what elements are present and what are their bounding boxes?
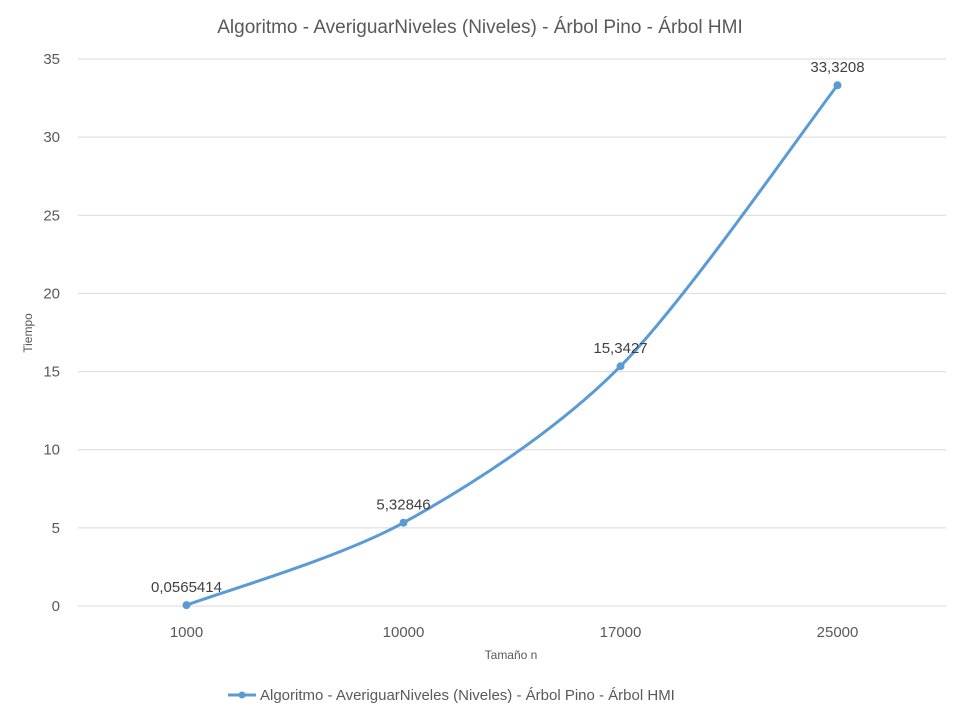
data-label: 15,3427 — [593, 340, 647, 357]
x-tick-label: 10000 — [383, 624, 425, 641]
y-tick-label: 20 — [43, 285, 60, 302]
x-tick-label: 17000 — [600, 624, 642, 641]
y-axis-label: Tiempo — [21, 313, 35, 353]
data-point — [399, 518, 408, 527]
x-tick-label: 25000 — [817, 624, 859, 641]
data-labels: 0,0565414 5,32846 15,3427 33,3208 — [151, 59, 865, 596]
legend-marker-icon — [238, 691, 246, 699]
y-tick-label: 10 — [43, 442, 60, 459]
data-label: 0,0565414 — [151, 579, 222, 596]
data-point — [182, 601, 191, 610]
data-point — [616, 362, 625, 371]
x-axis-ticks: 1000 10000 17000 25000 — [170, 624, 859, 641]
y-tick-label: 15 — [43, 364, 60, 381]
series-line — [185, 83, 839, 607]
y-tick-label: 0 — [52, 598, 60, 615]
gridlines — [78, 58, 946, 607]
data-label: 5,32846 — [376, 497, 430, 514]
x-axis-label: Tamaño n — [485, 648, 538, 662]
legend-entry: Algoritmo - AveriguarNiveles (Niveles) -… — [260, 687, 675, 704]
chart-title: Algoritmo - AveriguarNiveles (Niveles) -… — [217, 17, 742, 38]
legend: Algoritmo - AveriguarNiveles (Niveles) -… — [228, 687, 675, 704]
data-point — [833, 81, 842, 90]
y-tick-label: 25 — [43, 207, 60, 224]
y-tick-label: 30 — [43, 129, 60, 146]
y-tick-label: 35 — [43, 51, 60, 68]
y-axis-ticks: 0 5 10 15 20 25 30 35 — [43, 51, 60, 615]
data-label: 33,3208 — [810, 59, 864, 76]
y-tick-label: 5 — [52, 520, 60, 537]
series-layer — [182, 81, 842, 610]
x-tick-label: 1000 — [170, 624, 203, 641]
